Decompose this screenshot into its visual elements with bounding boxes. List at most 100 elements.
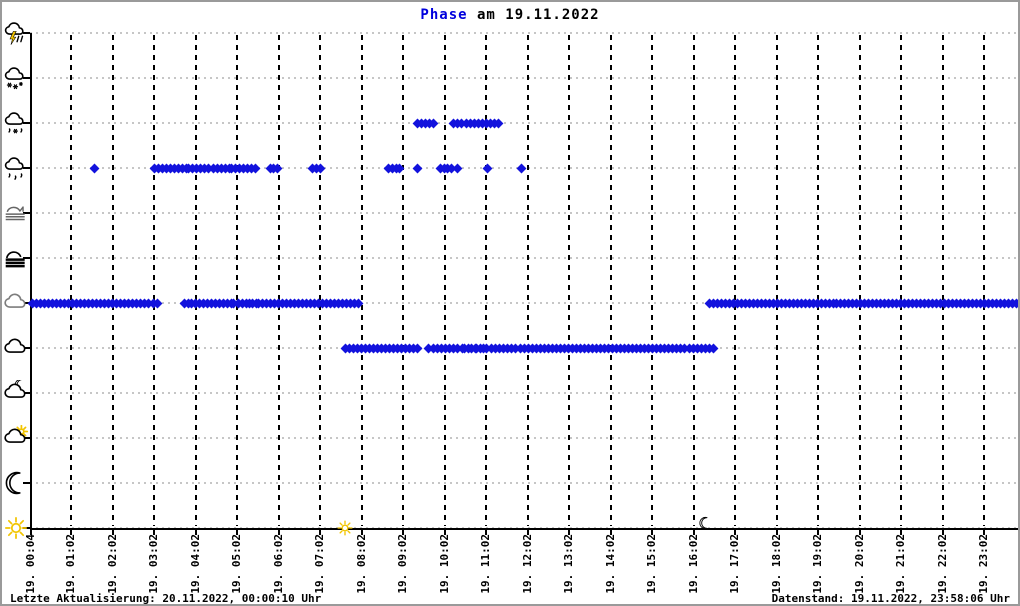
x-tick-label: 19. 12:02 <box>521 534 534 594</box>
x-axis-line <box>30 528 1018 530</box>
x-tick-label: 19. 16:02 <box>687 534 700 594</box>
v-gridline <box>817 35 819 526</box>
v-gridline <box>361 35 363 526</box>
x-tick-label: 19. 10:02 <box>438 534 451 594</box>
y-tick <box>23 257 30 259</box>
h-gridline <box>30 392 1018 394</box>
v-gridline <box>900 35 902 526</box>
phase-data-point <box>516 163 527 173</box>
fog-icon <box>3 245 29 271</box>
clear-day-icon <box>3 515 29 541</box>
x-tick <box>319 530 321 535</box>
x-tick-label: 19. 02:02 <box>106 534 119 594</box>
overcast-icon <box>3 290 29 316</box>
sunset-moon-icon <box>698 515 712 530</box>
x-tick-label: 19. 03:02 <box>147 534 160 594</box>
x-tick <box>485 530 487 535</box>
x-tick-label: 19. 01:02 <box>64 534 77 594</box>
v-gridline <box>610 35 612 526</box>
x-tick <box>859 530 861 535</box>
h-gridline <box>30 32 1018 34</box>
x-tick-label: 19. 05:02 <box>230 534 243 594</box>
chart-title: Phase am 19.11.2022 <box>2 7 1018 23</box>
x-tick-label: 19. 20:02 <box>853 534 866 594</box>
x-tick-label: 19. 21:02 <box>894 534 907 594</box>
y-tick <box>23 167 30 169</box>
sleet-icon <box>3 110 29 136</box>
v-gridline <box>942 35 944 526</box>
x-tick <box>693 530 695 535</box>
y-axis-line <box>30 33 32 530</box>
v-gridline <box>236 35 238 526</box>
v-gridline <box>859 35 861 526</box>
x-tick <box>610 530 612 535</box>
y-tick <box>23 212 30 214</box>
v-gridline <box>568 35 570 526</box>
v-gridline <box>444 35 446 526</box>
y-tick <box>23 347 30 349</box>
v-gridline <box>527 35 529 526</box>
v-gridline <box>651 35 653 526</box>
x-tick <box>236 530 238 535</box>
x-tick <box>900 530 902 535</box>
y-tick <box>23 437 30 439</box>
x-tick <box>278 530 280 535</box>
h-gridline <box>30 437 1018 439</box>
x-tick-label: 19. 14:02 <box>604 534 617 594</box>
x-tick <box>153 530 155 535</box>
partly-cloudy-day-icon <box>3 424 29 451</box>
footer-data-state: Datenstand: 19.11.2022, 23:58:06 Uhr <box>771 592 1010 605</box>
v-gridline <box>112 35 114 526</box>
x-tick <box>942 530 944 535</box>
y-tick <box>23 482 30 484</box>
x-tick <box>651 530 653 535</box>
x-tick <box>444 530 446 535</box>
x-tick-label: 19. 15:02 <box>645 534 658 594</box>
v-gridline <box>734 35 736 526</box>
rain-icon <box>3 155 29 181</box>
x-tick <box>527 530 529 535</box>
phase-data-point <box>452 163 463 173</box>
y-tick <box>23 77 30 79</box>
partly-cloudy-night-icon <box>3 378 29 406</box>
clear-night-icon <box>3 470 29 496</box>
snow-icon <box>3 65 29 91</box>
x-tick <box>195 530 197 535</box>
chart-title-accent: Phase <box>420 7 468 23</box>
thunderstorm-icon <box>3 20 29 46</box>
v-gridline <box>693 35 695 526</box>
x-tick-label: 19. 07:02 <box>313 534 326 594</box>
v-gridline <box>319 35 321 526</box>
v-gridline <box>278 35 280 526</box>
x-tick <box>402 530 404 535</box>
x-tick-label: 19. 17:02 <box>728 534 741 594</box>
y-tick <box>23 122 30 124</box>
x-tick-label: 19. 22:02 <box>936 534 949 594</box>
v-gridline <box>153 35 155 526</box>
y-tick <box>23 302 30 304</box>
x-tick-label: 19. 18:02 <box>770 534 783 594</box>
x-tick-label: 19. 00:04 <box>24 534 37 594</box>
h-gridline <box>30 482 1018 484</box>
x-tick <box>361 530 363 535</box>
x-tick <box>568 530 570 535</box>
x-tick <box>30 530 32 535</box>
v-gridline <box>776 35 778 526</box>
v-gridline <box>402 35 404 526</box>
x-tick-label: 19. 23:02 <box>977 534 990 594</box>
y-tick <box>23 32 30 34</box>
h-gridline <box>30 77 1018 79</box>
footer-last-update: Letzte Aktualisierung: 20.11.2022, 00:00… <box>10 592 322 605</box>
x-tick <box>734 530 736 535</box>
x-tick-label: 19. 19:02 <box>811 534 824 594</box>
x-tick-label: 19. 13:02 <box>562 534 575 594</box>
v-gridline <box>195 35 197 526</box>
x-tick <box>112 530 114 535</box>
phase-data-point <box>89 163 100 173</box>
cloudy-icon <box>3 335 29 361</box>
x-tick <box>817 530 819 535</box>
x-tick <box>776 530 778 535</box>
x-tick <box>70 530 72 535</box>
y-tick <box>23 392 30 394</box>
